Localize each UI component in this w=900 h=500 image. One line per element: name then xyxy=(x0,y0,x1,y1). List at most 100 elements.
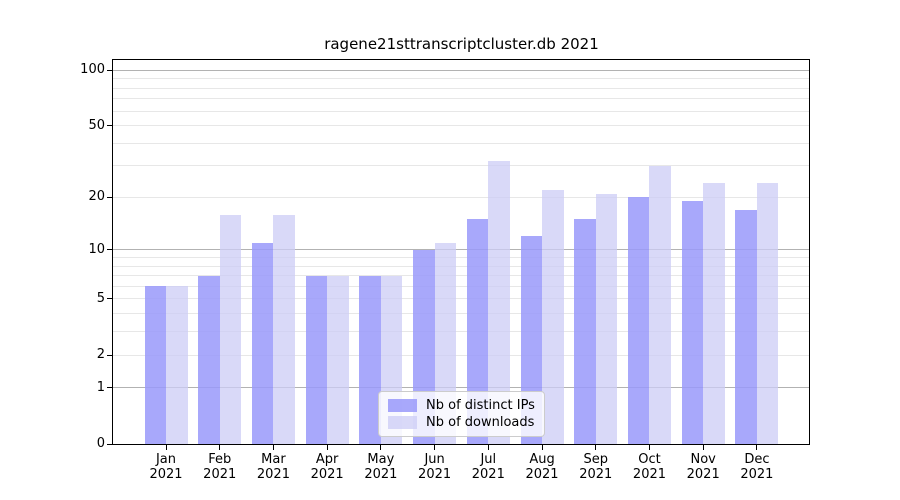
bar-downloads-jan xyxy=(166,286,188,444)
x-tick-label-aug: Aug 2021 xyxy=(512,452,572,482)
bar-downloads-dec xyxy=(756,183,779,444)
x-tick-month: Jan xyxy=(155,452,177,467)
x-tick-mark-sep xyxy=(595,445,597,450)
x-tick-month: Jun xyxy=(424,452,445,467)
y-tick-mark-2 xyxy=(107,354,113,356)
x-tick-mark-feb xyxy=(219,445,221,450)
x-tick-mark-jan xyxy=(165,445,167,450)
y-tick-mark-50 xyxy=(107,125,113,127)
gridline-minor-30 xyxy=(113,165,809,167)
x-tick-year: 2021 xyxy=(632,467,667,482)
gridline-minor-40 xyxy=(113,142,809,144)
x-tick-mark-mar xyxy=(272,445,274,450)
y-tick-label-100: 100 xyxy=(80,62,105,78)
gridline-minor-4 xyxy=(113,313,809,315)
x-tick-mark-oct xyxy=(648,445,650,450)
x-tick-mark-jun xyxy=(434,445,436,450)
y-tick-label-5: 5 xyxy=(96,290,105,306)
gridline-minor-9 xyxy=(113,257,809,258)
gridline-major-100 xyxy=(113,69,809,71)
bar-ips-may xyxy=(359,275,381,444)
gridline-minor-90 xyxy=(113,78,809,80)
bar-ips-jul xyxy=(466,219,489,444)
gridline-minor-60 xyxy=(113,110,809,112)
x-tick-label-mar: Mar 2021 xyxy=(243,452,303,482)
x-tick-month: Jul xyxy=(480,452,497,467)
gridline-minor-3 xyxy=(113,331,809,333)
x-tick-month: Sep xyxy=(583,452,608,467)
x-tick-label-dec: Dec 2021 xyxy=(727,452,787,482)
legend-item-distinct-ips: Nb of distinct IPs xyxy=(388,398,535,413)
x-tick-label-jan: Jan 2021 xyxy=(136,452,196,482)
gridline-minor-8 xyxy=(113,265,809,267)
y-tick-mark-1 xyxy=(107,387,113,389)
bar-ips-feb xyxy=(198,275,220,444)
x-tick-label-oct: Oct 2021 xyxy=(619,452,679,482)
bar-ips-nov xyxy=(681,201,704,444)
x-tick-month: May xyxy=(367,452,395,467)
x-tick-label-jun: Jun 2021 xyxy=(405,452,465,482)
y-tick-mark-0 xyxy=(107,443,113,445)
x-tick-year: 2021 xyxy=(579,467,613,482)
y-tick-label-20: 20 xyxy=(88,189,105,205)
y-tick-label-50: 50 xyxy=(88,117,105,133)
bar-downloads-oct xyxy=(649,165,671,444)
bar-downloads-nov xyxy=(703,183,725,444)
legend-swatch-distinct-ips xyxy=(388,398,417,412)
x-tick-month: Feb xyxy=(208,452,232,467)
y-tick-mark-5 xyxy=(107,298,113,300)
x-tick-label-nov: Nov 2021 xyxy=(673,452,733,482)
x-tick-month: Dec xyxy=(744,452,770,467)
legend-item-downloads: Nb of downloads xyxy=(388,415,535,430)
x-tick-year: 2021 xyxy=(364,467,398,482)
gridline-minor-20 xyxy=(113,196,809,198)
bar-downloads-aug xyxy=(542,190,564,444)
bar-ips-mar xyxy=(251,242,274,444)
x-tick-label-feb: Feb 2021 xyxy=(190,452,250,482)
gridline-minor-50 xyxy=(113,125,809,127)
x-tick-label-jul: Jul 2021 xyxy=(458,452,518,482)
legend-label: Nb of distinct IPs xyxy=(426,397,535,413)
x-tick-year: 2021 xyxy=(256,467,290,482)
bar-ips-sep xyxy=(574,219,596,444)
x-tick-mark-apr xyxy=(326,445,328,450)
bar-downloads-feb xyxy=(219,214,242,444)
gridline-minor-70 xyxy=(113,98,809,100)
x-tick-year: 2021 xyxy=(471,467,505,482)
x-tick-mark-nov xyxy=(702,445,704,450)
x-tick-month: Apr xyxy=(315,452,339,467)
x-tick-mark-dec xyxy=(756,445,758,450)
bar-ips-oct xyxy=(627,197,650,444)
bar-ips-apr xyxy=(305,275,328,444)
gridline-minor-5 xyxy=(113,298,809,300)
x-tick-mark-aug xyxy=(541,445,543,450)
gridline-minor-7 xyxy=(113,275,809,277)
legend-swatch-downloads xyxy=(388,416,417,430)
x-tick-label-apr: Apr 2021 xyxy=(297,452,357,482)
x-tick-label-may: May 2021 xyxy=(351,452,411,482)
x-tick-year: 2021 xyxy=(418,467,452,482)
y-tick-label-0: 0 xyxy=(96,436,105,451)
x-tick-month: Aug xyxy=(529,452,555,467)
x-tick-month: Mar xyxy=(261,452,286,467)
bar-downloads-apr xyxy=(327,275,349,444)
bar-downloads-jul xyxy=(488,160,510,444)
x-tick-month: Oct xyxy=(638,452,661,467)
y-tick-label-10: 10 xyxy=(88,241,105,257)
x-tick-month: Nov xyxy=(690,452,716,467)
bar-ips-jan xyxy=(144,286,166,444)
x-tick-mark-jul xyxy=(487,445,489,450)
chart-title: ragene21sttranscriptcluster.db 2021 xyxy=(324,35,599,53)
legend-label: Nb of downloads xyxy=(426,415,535,431)
bar-ips-dec xyxy=(735,209,757,444)
y-tick-label-2: 2 xyxy=(96,347,105,363)
gridline-minor-2 xyxy=(113,354,809,356)
gridline-minor-80 xyxy=(113,87,809,89)
gridline-minor-6 xyxy=(113,285,809,287)
y-tick-label-1: 1 xyxy=(96,379,105,395)
gridline-major-10 xyxy=(113,249,809,251)
x-tick-year: 2021 xyxy=(149,467,183,482)
x-tick-year: 2021 xyxy=(686,467,720,482)
x-tick-year: 2021 xyxy=(525,467,559,482)
